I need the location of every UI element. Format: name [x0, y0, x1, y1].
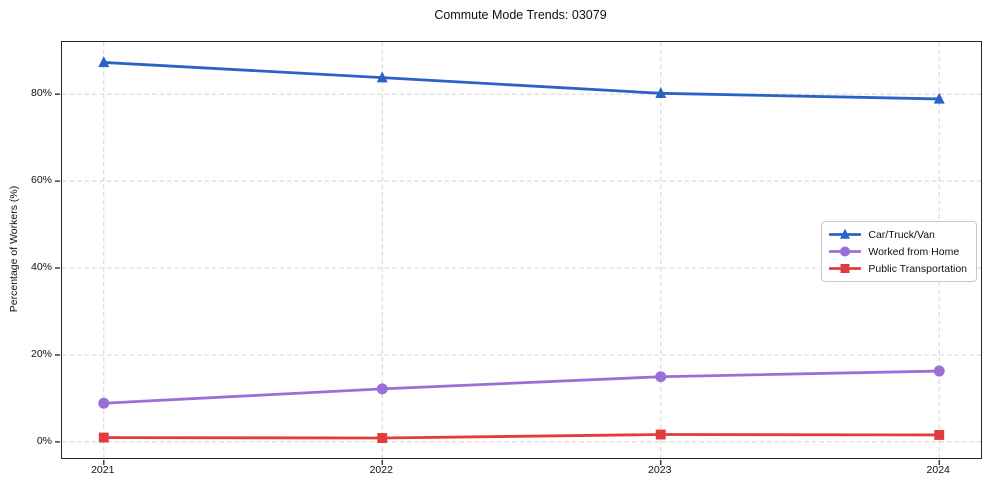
- y-tick-label: 20%: [30, 347, 52, 360]
- x-tick-label: 2021: [91, 464, 115, 476]
- x-tick-label: 2023: [648, 464, 672, 476]
- legend-label: Worked from Home: [868, 245, 960, 258]
- x-tick-label: 2022: [369, 464, 393, 476]
- x-axis-tick-labels: 2021 2022 2023 2024: [61, 464, 980, 480]
- y-tick-label: 0%: [36, 434, 52, 447]
- legend: Car/Truck/Van Worked from Home Public Tran…: [821, 221, 977, 282]
- y-tick-label: 40%: [30, 261, 52, 274]
- legend-square-swatch: [829, 264, 862, 273]
- legend-item[interactable]: Public Transportation: [829, 261, 967, 276]
- legend-item[interactable]: Car/Truck/Van: [829, 227, 967, 242]
- y-tick-label: 60%: [30, 174, 52, 187]
- legend-label: Car/Truck/Van: [868, 228, 935, 241]
- x-tick-label: 2024: [926, 464, 950, 476]
- legend-triangle-swatch: [829, 228, 862, 239]
- chart-title: Commute Mode Trends: 03079: [434, 8, 607, 22]
- y-tick-label: 80%: [30, 87, 52, 100]
- legend-item[interactable]: Worked from Home: [829, 244, 967, 259]
- legend-label: Public Transportation: [868, 262, 967, 275]
- legend-circle-swatch: [829, 246, 862, 257]
- chart-svg: [55, 42, 981, 465]
- y-axis-tick-labels: 0% 20% 40% 60% 80%: [0, 41, 52, 457]
